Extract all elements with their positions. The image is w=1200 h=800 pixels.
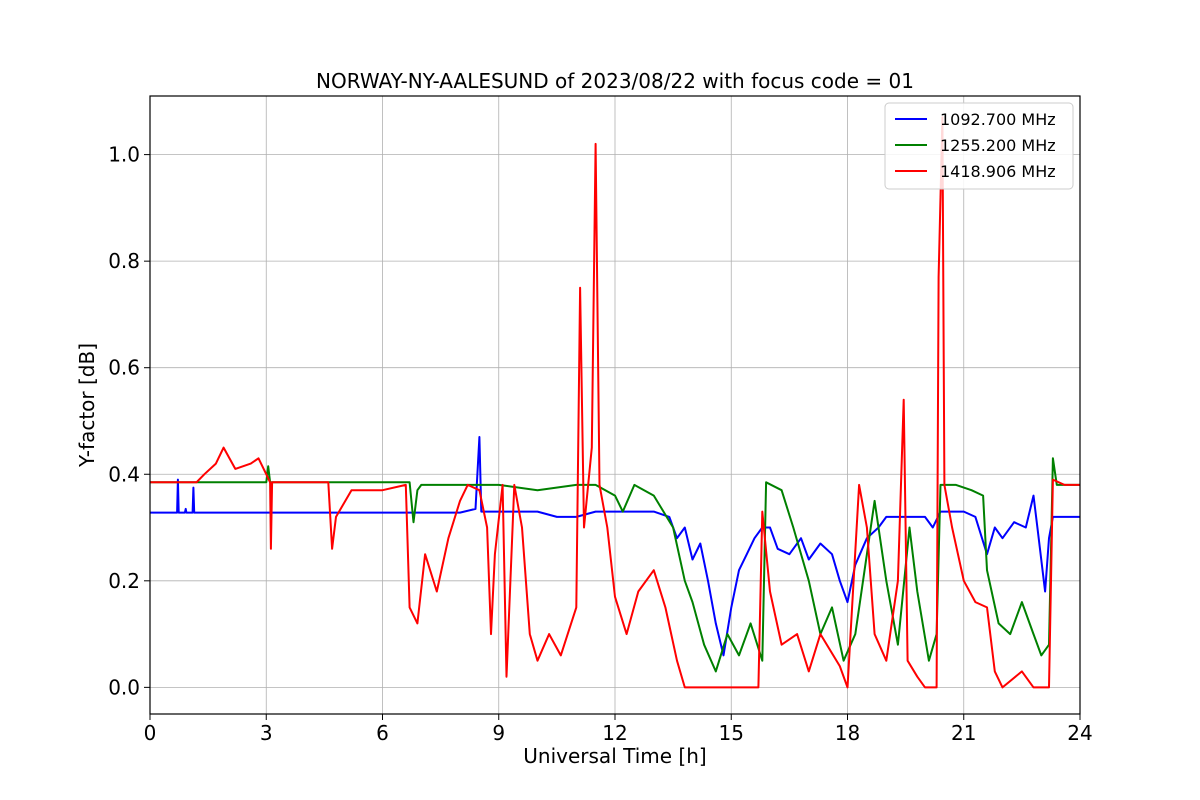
legend-box [884, 102, 1074, 190]
chart-title: NORWAY-NY-AALESUND of 2023/08/22 with fo… [316, 69, 914, 93]
x-tick-label: 21 [951, 721, 976, 745]
legend-label-2: 1418.906 MHz [940, 162, 1056, 181]
x-tick-label: 18 [835, 721, 860, 745]
axis-ticks: 0 3 6 9 12 15 18 21 24 0.0 0.2 0.4 0.6 0.8 1.0 [108, 143, 1093, 745]
x-tick-label: 12 [602, 721, 627, 745]
legend-label-1: 1255.200 MHz [940, 136, 1056, 155]
y-tick-label: 0.0 [108, 675, 140, 699]
x-tick-label: 6 [376, 721, 389, 745]
x-tick-label: 3 [260, 721, 273, 745]
x-tick-label: 15 [719, 721, 744, 745]
y-tick-label: 0.4 [108, 462, 140, 486]
series-line-0 [150, 436, 1080, 657]
x-tick-label: 24 [1067, 721, 1092, 745]
x-tick-label: 0 [144, 721, 157, 745]
y-axis-label: Y-factor [dB] [75, 343, 99, 468]
legend: 1092.700 MHz 1255.200 MHz 1418.906 MHz [884, 102, 1074, 190]
series-layer [150, 116, 1080, 689]
y-tick-label: 0.2 [108, 569, 140, 593]
x-axis-label: Universal Time [h] [523, 744, 706, 768]
y-tick-label: 1.0 [108, 143, 140, 167]
x-tick-label: 9 [492, 721, 505, 745]
y-tick-label: 0.8 [108, 249, 140, 273]
y-tick-label: 0.6 [108, 356, 140, 380]
legend-label-0: 1092.700 MHz [940, 110, 1056, 129]
series-line-2 [150, 116, 1080, 689]
